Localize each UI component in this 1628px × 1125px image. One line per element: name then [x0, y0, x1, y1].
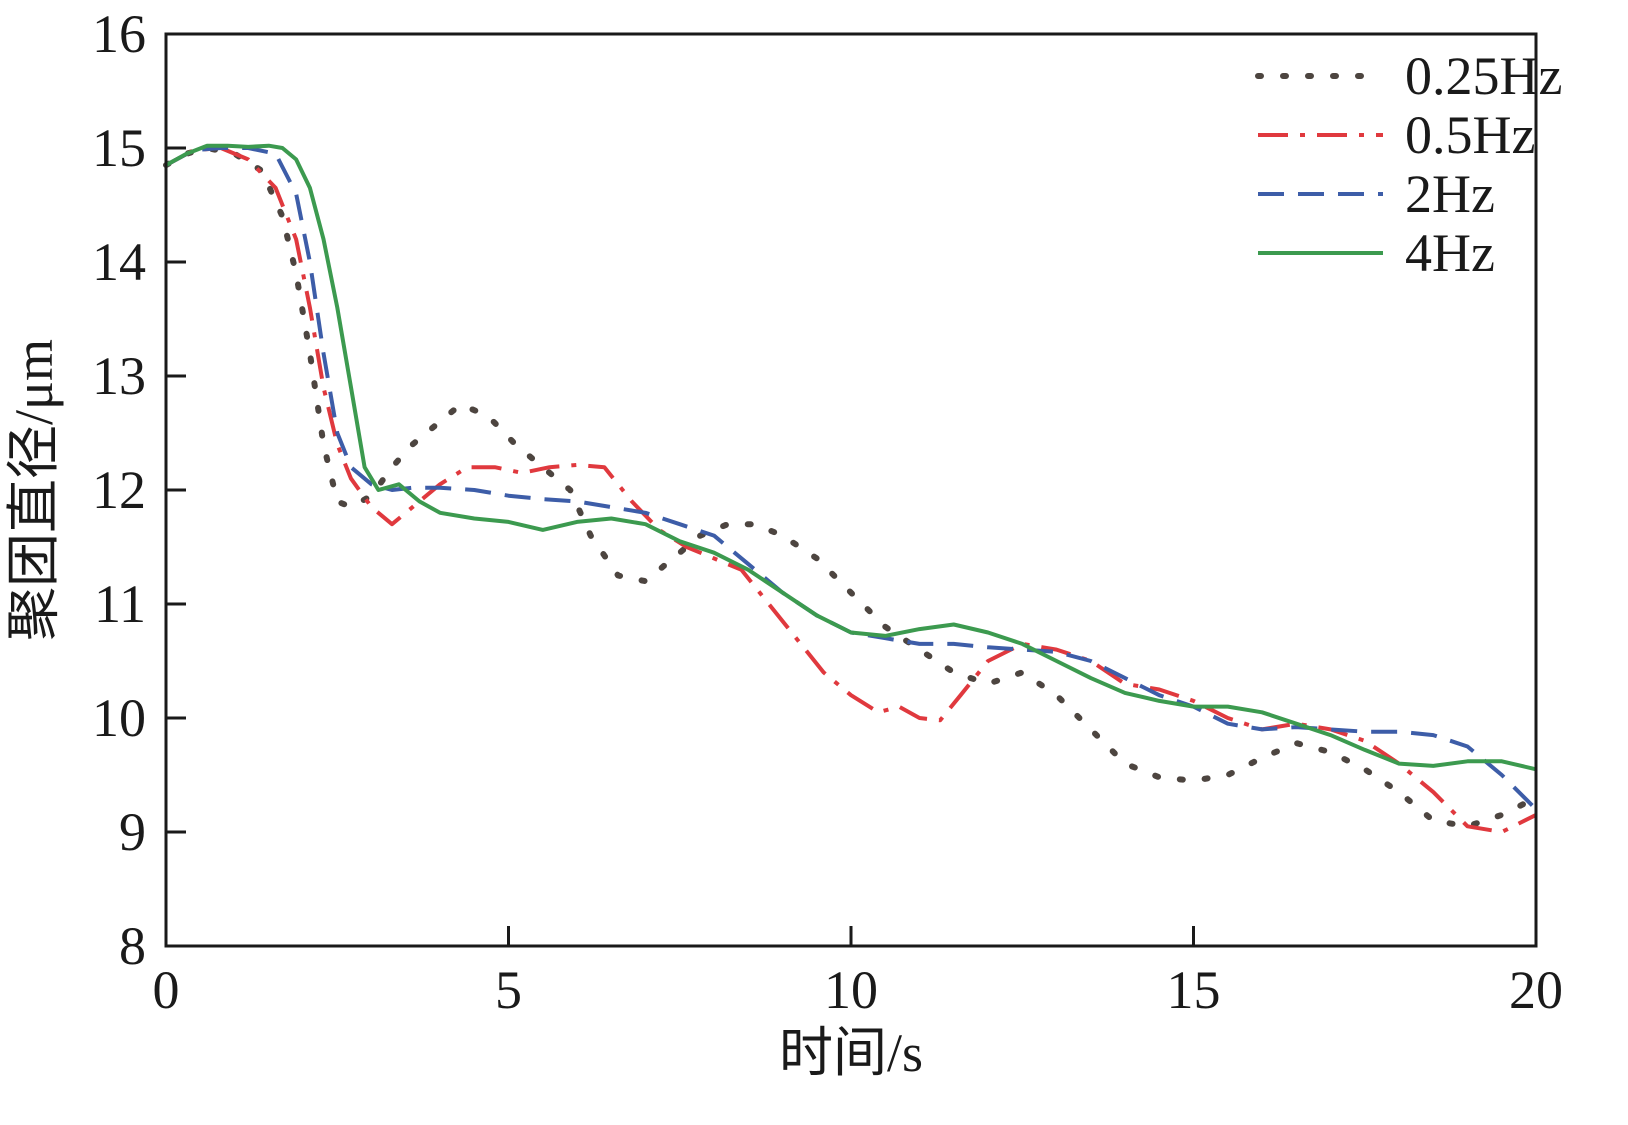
legend-label: 4Hz [1405, 223, 1495, 283]
series-line-4hz [165, 143, 1537, 772]
x-axis-title: 时间/s [779, 1023, 923, 1083]
series-line-0-5hz [165, 146, 1537, 834]
x-axis-ticks: 0 5 10 15 20 [153, 926, 1563, 1020]
y-tick-label: 10 [92, 688, 146, 748]
legend-label: 2Hz [1405, 164, 1495, 224]
series-line-0-25hz [163, 145, 1539, 830]
series-line-2hz [165, 146, 1538, 811]
x-tick-label: 15 [1167, 960, 1221, 1020]
y-tick-label: 11 [94, 574, 146, 634]
y-tick-label: 9 [119, 802, 146, 862]
y-tick-label: 8 [119, 916, 146, 976]
y-tick-label: 12 [92, 460, 146, 520]
plot-frame [164, 32, 1538, 948]
y-axis-ticks: 8 9 10 11 12 13 14 15 16 [92, 4, 186, 976]
y-tick-label: 14 [92, 232, 146, 292]
legend-label: 0.5Hz [1405, 105, 1535, 165]
legend-label: 0.25Hz [1405, 46, 1562, 106]
x-tick-label: 10 [824, 960, 878, 1020]
y-tick-label: 15 [92, 118, 146, 178]
y-tick-label: 13 [92, 346, 146, 406]
x-tick-label: 5 [495, 960, 522, 1020]
plot-lines [163, 143, 1539, 834]
x-tick-label: 20 [1509, 960, 1563, 1020]
y-axis-title: 聚团直径/μm [4, 339, 64, 641]
y-tick-label: 16 [92, 4, 146, 64]
x-tick-label: 0 [153, 960, 180, 1020]
